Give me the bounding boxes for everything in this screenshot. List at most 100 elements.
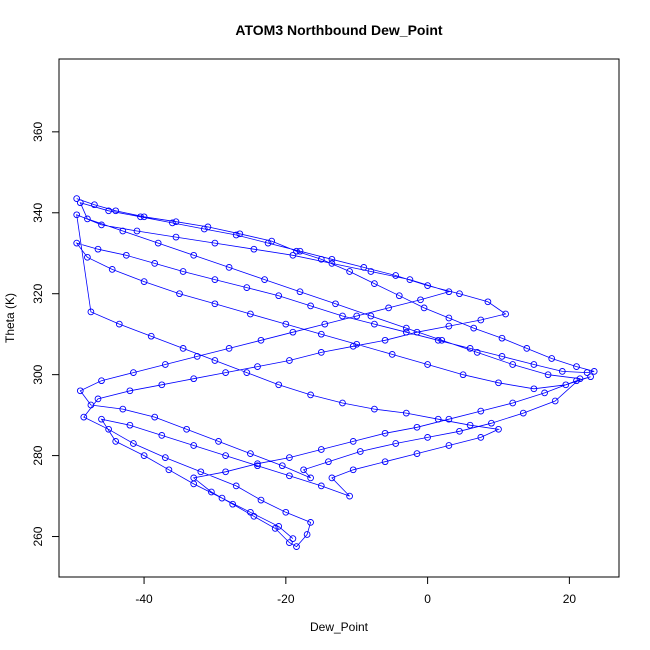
data-point <box>222 452 229 459</box>
data-point <box>119 405 127 413</box>
data-point <box>243 369 251 376</box>
data-point <box>523 345 531 352</box>
data-point <box>112 438 120 445</box>
data-point <box>353 312 361 320</box>
data-point <box>278 462 286 470</box>
data-point <box>247 508 254 516</box>
data-point <box>541 389 548 397</box>
data-point <box>130 369 137 376</box>
data-point <box>73 239 81 247</box>
data-point <box>402 328 410 336</box>
data-point <box>477 434 485 441</box>
data-point <box>445 288 453 296</box>
data-point <box>161 361 169 368</box>
series-line <box>75 198 595 548</box>
data-point <box>140 278 148 285</box>
data-point <box>193 353 201 360</box>
data-point <box>211 300 219 308</box>
data-point <box>498 334 506 342</box>
y-tick-label: 340 <box>31 202 45 222</box>
data-point <box>140 452 148 459</box>
data-point <box>488 419 495 427</box>
data-point <box>303 531 311 538</box>
data-point <box>158 381 166 389</box>
y-tick-label: 360 <box>31 122 45 142</box>
data-point <box>130 440 137 447</box>
data-point <box>293 543 300 550</box>
x-tick-label: -40 <box>135 592 153 606</box>
data-point <box>80 413 88 421</box>
data-point <box>445 442 453 449</box>
data-point <box>197 468 205 476</box>
data-point <box>367 312 375 320</box>
data-point <box>122 251 130 259</box>
data-point <box>105 425 112 433</box>
data-point <box>424 282 431 289</box>
y-tick-label: 260 <box>31 526 45 546</box>
data-point <box>133 227 141 235</box>
data-point <box>502 310 509 318</box>
data-point <box>328 260 336 267</box>
plot-frame <box>58 58 620 578</box>
data-point <box>176 290 183 298</box>
data-point <box>115 320 123 328</box>
data-point <box>346 268 353 275</box>
data-point <box>261 276 268 283</box>
data-point <box>218 494 226 502</box>
data-point <box>154 239 162 247</box>
data-point <box>395 292 403 300</box>
data-point <box>307 519 314 526</box>
data-point <box>573 377 580 385</box>
data-point <box>339 399 346 407</box>
data-point <box>456 290 463 298</box>
y-axis: 260 280 300 320 340 360 <box>31 122 60 547</box>
data-point <box>87 308 95 316</box>
data-point <box>317 349 325 356</box>
data-point <box>140 213 148 221</box>
data-point <box>275 381 283 389</box>
data-point <box>172 218 180 226</box>
data-point <box>328 255 336 263</box>
data-point <box>84 215 91 223</box>
data-point <box>271 525 279 532</box>
data-point <box>445 314 453 322</box>
data-point <box>151 413 159 421</box>
data-point <box>325 458 332 466</box>
data-point <box>296 288 304 296</box>
data-point <box>211 276 219 283</box>
data-point <box>247 310 254 318</box>
data-point <box>289 535 297 542</box>
data-point <box>477 316 485 324</box>
data-point <box>349 466 357 474</box>
data-point <box>94 395 102 403</box>
data-point <box>254 460 261 468</box>
data-point <box>371 320 378 328</box>
data-point <box>137 213 144 221</box>
data-point <box>530 361 538 368</box>
x-tick-label: 20 <box>563 592 577 606</box>
data-point <box>257 336 265 344</box>
data-point <box>108 266 116 273</box>
data-point <box>413 328 421 336</box>
data-point <box>551 397 559 405</box>
data-point <box>286 454 293 461</box>
data-point <box>243 284 251 291</box>
data-point <box>254 462 261 470</box>
data-point <box>190 442 198 449</box>
data-point <box>286 357 293 364</box>
data-point <box>332 300 339 308</box>
data-point <box>147 332 155 340</box>
data-point <box>94 245 102 253</box>
data-point <box>307 302 314 310</box>
data-point <box>208 488 215 496</box>
data-point <box>495 379 502 387</box>
data-point <box>211 357 219 364</box>
data-point <box>286 472 293 480</box>
data-point <box>84 253 91 261</box>
data-point <box>307 391 314 399</box>
data-point <box>179 345 187 352</box>
chart-title: ATOM3 Northbound Dew_Point <box>235 22 442 38</box>
data-point <box>402 324 410 332</box>
data-point <box>321 320 329 328</box>
data-point <box>562 381 570 389</box>
